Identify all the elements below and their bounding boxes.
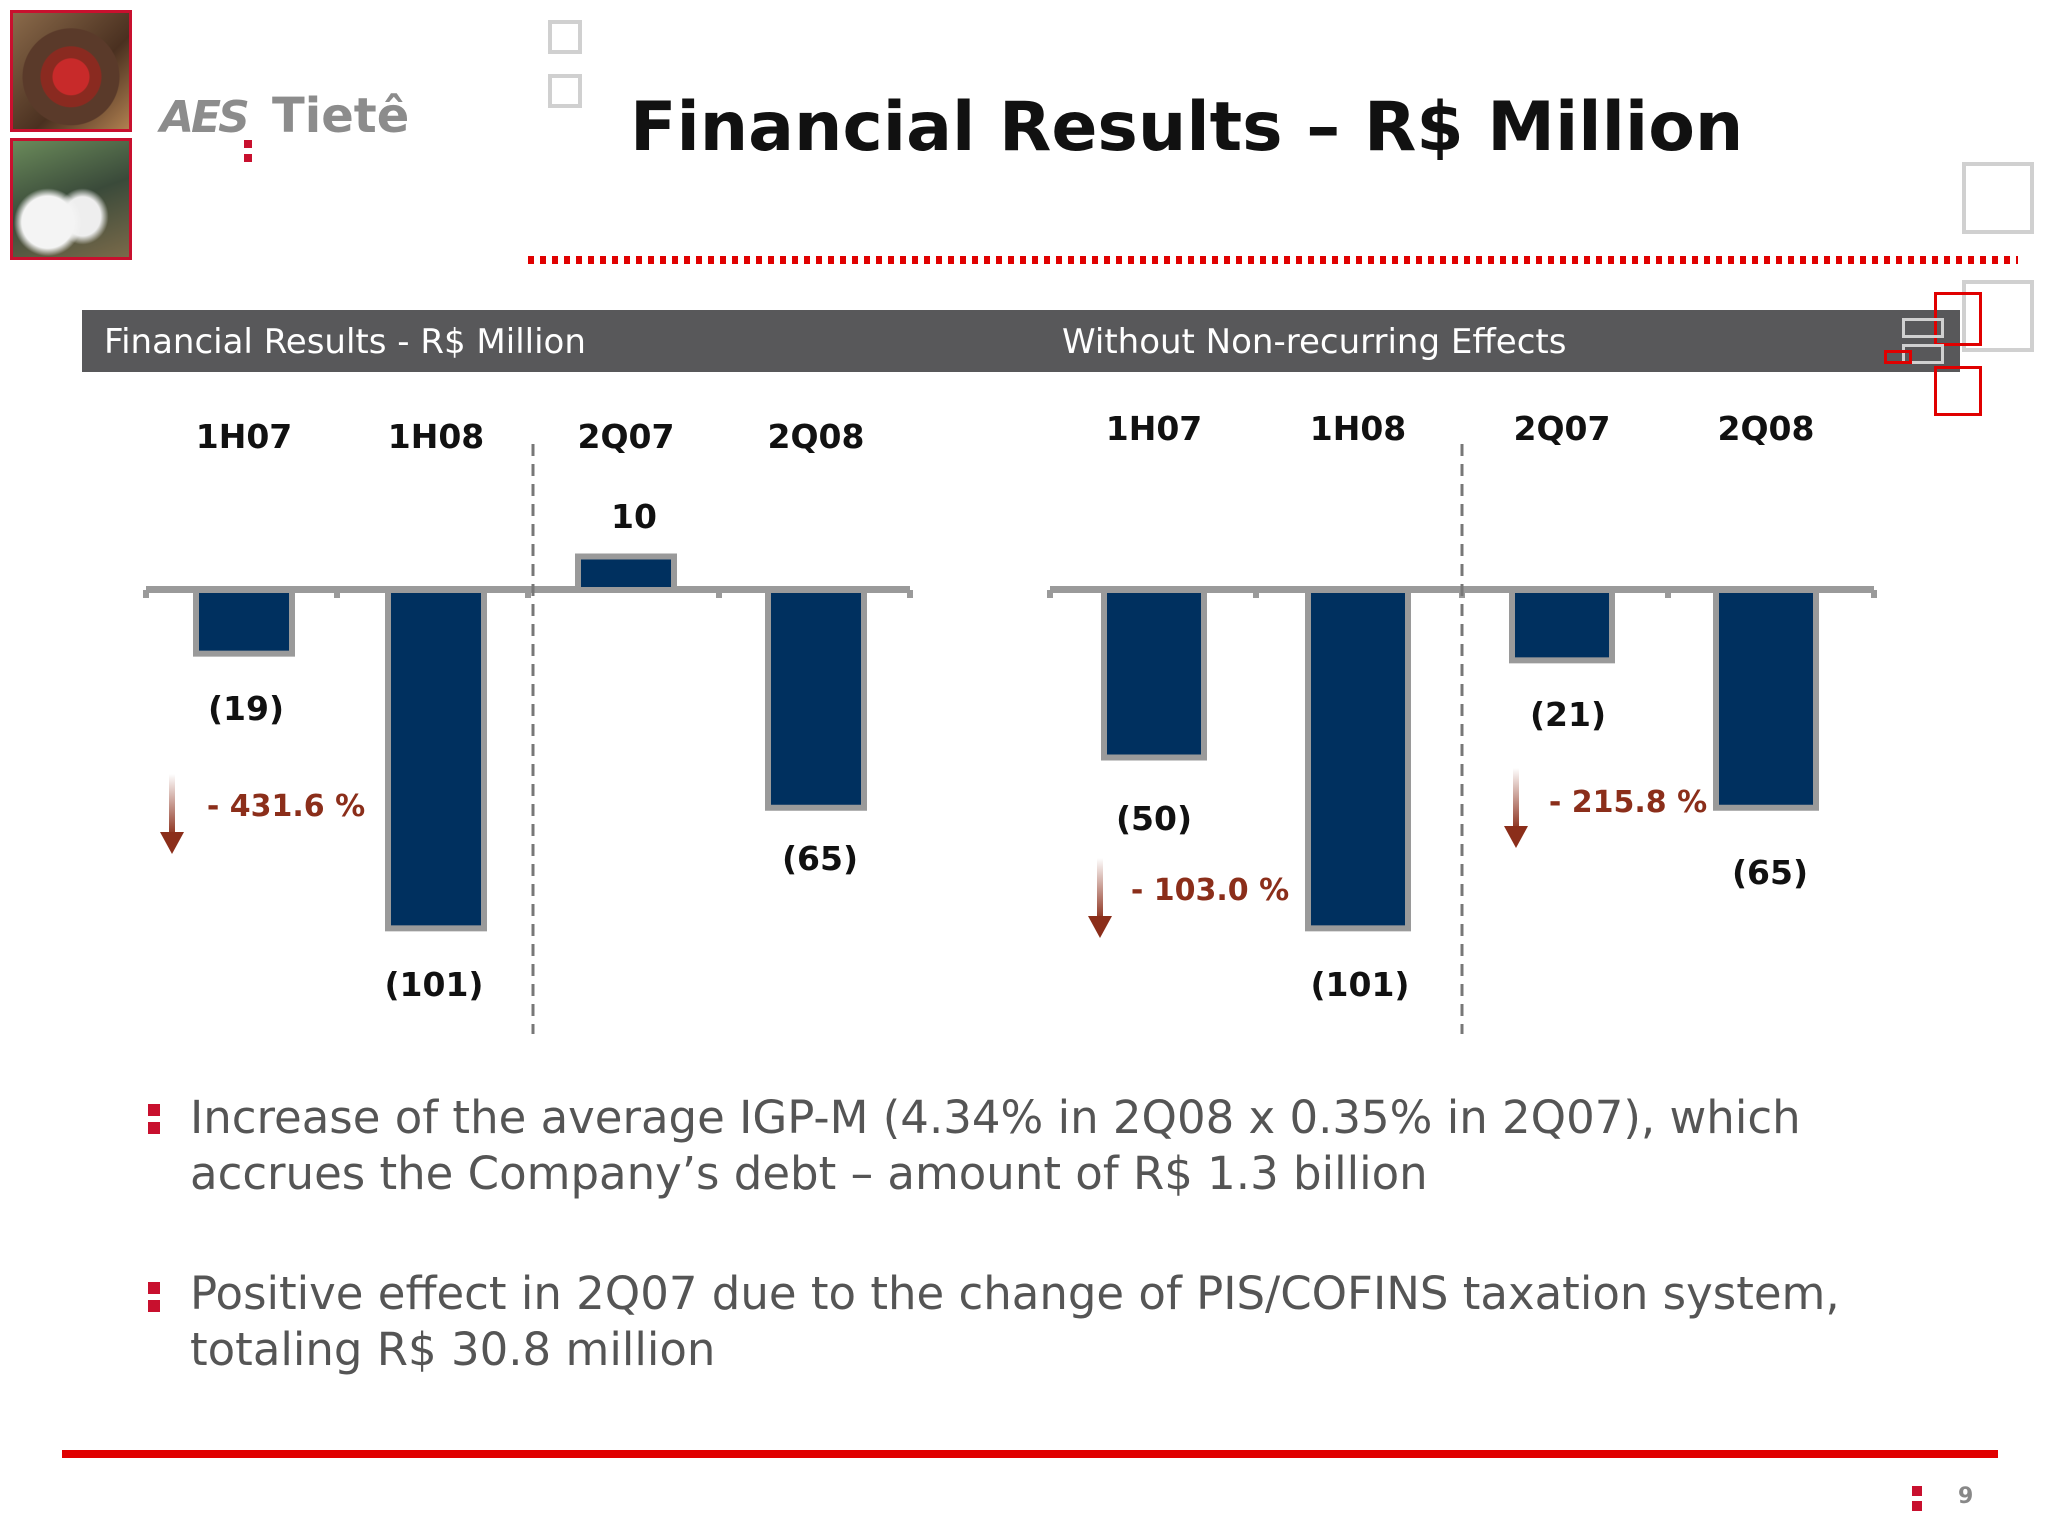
chart-category-label: 2Q07 — [1514, 409, 1611, 448]
chart-bar — [765, 587, 867, 811]
down-arrow-icon — [160, 832, 184, 854]
chart-bar — [575, 553, 677, 593]
chart-value-label: (65) — [782, 839, 858, 878]
chart-category-label: 1H07 — [1106, 409, 1203, 448]
chart-bar — [1305, 587, 1411, 932]
chart-growth-annotation: - 103.0 % — [1131, 873, 1289, 908]
bullet-icon — [148, 1104, 160, 1140]
decor-red-square-icon — [1884, 350, 1912, 364]
down-arrow-icon — [1088, 916, 1112, 938]
chart-tick — [1253, 590, 1259, 598]
section-band — [82, 310, 1960, 372]
chart-value-label: (50) — [1116, 799, 1192, 838]
chart-value-label: (65) — [1732, 853, 1808, 892]
chart-category-label: 1H07 — [196, 417, 293, 456]
chart-tick — [1047, 590, 1053, 598]
chart-tick — [1665, 590, 1671, 598]
chart-category-label: 2Q07 — [578, 417, 675, 456]
chart-bar — [385, 587, 487, 932]
chart-value-label: (101) — [384, 965, 483, 1004]
chart-tick — [525, 590, 531, 598]
dotted-divider — [528, 256, 2018, 264]
chart-2 — [1047, 444, 1877, 1034]
chart-bar — [193, 587, 295, 657]
chart-tick — [1871, 590, 1877, 598]
chart-value-label: (21) — [1530, 695, 1606, 734]
company-logo-name: Tietê — [272, 88, 410, 144]
decor-square-icon — [548, 74, 582, 108]
chart-category-label: 2Q08 — [768, 417, 865, 456]
chart-bar — [1713, 587, 1819, 811]
page-number: 9 — [1958, 1484, 1974, 1509]
header-photo-dam — [10, 138, 132, 260]
down-arrow-icon — [169, 774, 175, 836]
decor-square-icon — [548, 20, 582, 54]
chart-value-label: (19) — [208, 689, 284, 728]
decor-square-icon — [1902, 344, 1944, 364]
decor-square-icon — [1962, 162, 2034, 234]
bar-charts: 1H07 1H08 2Q07 2Q08 (19) (101) 10 (65) - 431.6 %… — [143, 409, 1877, 1034]
decor-red-square-icon — [1934, 366, 1982, 416]
page-dots-icon — [1912, 1486, 1922, 1516]
chart-value-label: (101) — [1310, 965, 1409, 1004]
band-left-label: Financial Results - R$ Million — [104, 322, 586, 362]
bullet-icon — [148, 1282, 160, 1318]
chart-tick — [143, 590, 149, 598]
chart-category-label: 1H08 — [388, 417, 485, 456]
bullet-text: Positive effect in 2Q07 due to the chang… — [190, 1267, 1840, 1376]
chart-bar — [1101, 587, 1207, 761]
chart-1 — [143, 444, 913, 1034]
chart-tick — [716, 590, 722, 598]
down-arrow-icon — [1513, 768, 1519, 830]
decor-square-icon — [1962, 280, 2034, 352]
footer-red-line — [62, 1450, 1998, 1458]
header-photo-turbine — [10, 10, 132, 132]
chart-growth-annotation: - 431.6 % — [207, 789, 365, 824]
chart-category-label: 1H08 — [1310, 409, 1407, 448]
chart-category-label: 2Q08 — [1718, 409, 1815, 448]
chart-bar — [1509, 587, 1615, 664]
aes-logo-mark: AES — [160, 92, 250, 143]
down-arrow-icon — [1504, 826, 1528, 848]
chart-baseline — [146, 586, 910, 593]
band-right-label: Without Non-recurring Effects — [1062, 322, 1567, 362]
down-arrow-icon — [1097, 858, 1103, 920]
decor-square-icon — [1902, 318, 1944, 338]
page-title: Financial Results – R$ Million — [630, 88, 1744, 167]
chart-value-label: 10 — [611, 497, 657, 536]
chart-tick — [907, 590, 913, 598]
chart-tick — [334, 590, 340, 598]
bullet-text: Increase of the average IGP-M (4.34% in … — [190, 1091, 1801, 1200]
chart-growth-annotation: - 215.8 % — [1549, 785, 1707, 820]
logo-dots-icon — [244, 140, 252, 162]
